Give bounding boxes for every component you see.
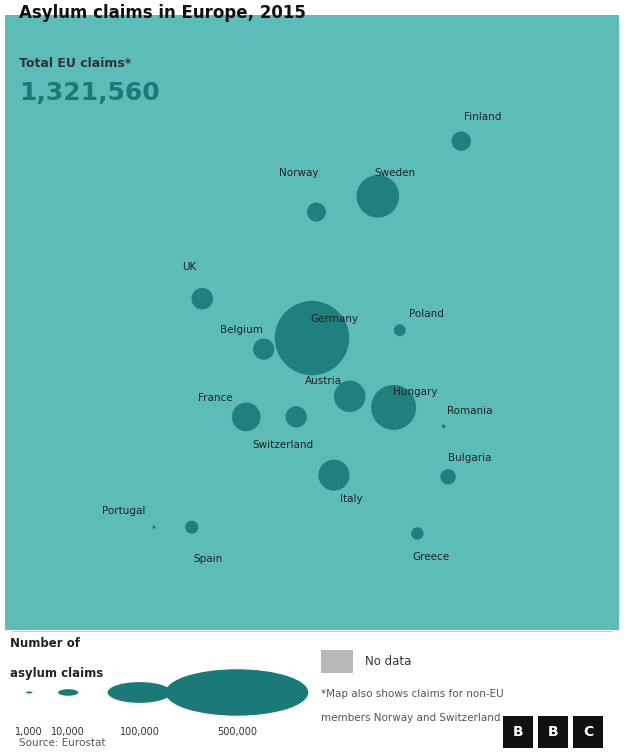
Circle shape [442, 425, 446, 428]
Circle shape [371, 385, 416, 430]
Text: B: B [548, 725, 558, 739]
Text: C: C [583, 725, 593, 739]
Text: Asylum claims in Europe, 2015: Asylum claims in Europe, 2015 [19, 4, 306, 22]
Circle shape [107, 682, 172, 703]
Text: 1,321,560: 1,321,560 [19, 81, 160, 105]
Text: Source: Eurostat: Source: Eurostat [19, 738, 105, 748]
Text: Poland: Poland [409, 309, 444, 320]
Text: 100,000: 100,000 [120, 727, 160, 737]
Text: Belgium: Belgium [220, 325, 263, 336]
Bar [504, 716, 533, 748]
Text: 1,000: 1,000 [16, 727, 43, 737]
Text: asylum claims: asylum claims [10, 667, 103, 680]
Text: Germany: Germany [310, 314, 358, 324]
Text: Austria: Austria [305, 375, 342, 385]
Text: *Map also shows claims for non-EU: *Map also shows claims for non-EU [321, 689, 504, 699]
Text: Bulgaria: Bulgaria [448, 453, 492, 463]
Bar [539, 716, 568, 748]
Text: Sweden: Sweden [375, 167, 416, 178]
Text: Hungary: Hungary [393, 387, 438, 397]
Circle shape [441, 469, 456, 484]
Circle shape [275, 301, 349, 375]
Circle shape [411, 527, 424, 540]
Text: 500,000: 500,000 [217, 727, 257, 737]
Text: France: France [198, 393, 233, 403]
Circle shape [58, 689, 78, 696]
Bar [573, 716, 603, 748]
Text: Italy: Italy [340, 494, 363, 504]
Circle shape [394, 324, 406, 336]
Circle shape [165, 670, 308, 716]
Text: Switzerland: Switzerland [253, 440, 314, 450]
Text: UK: UK [182, 262, 196, 272]
Circle shape [152, 526, 155, 529]
Circle shape [318, 460, 349, 491]
Text: Norway: Norway [279, 167, 319, 178]
Text: Total EU claims*: Total EU claims* [19, 57, 131, 69]
Text: Portugal: Portugal [102, 507, 145, 516]
Text: Greece: Greece [412, 552, 449, 562]
Bar [321, 650, 353, 673]
Circle shape [307, 203, 326, 222]
Circle shape [452, 131, 471, 151]
Circle shape [192, 288, 213, 309]
Text: Spain: Spain [193, 553, 222, 564]
Circle shape [356, 175, 399, 218]
Text: members Norway and Switzerland: members Norway and Switzerland [321, 713, 501, 722]
Circle shape [26, 691, 32, 694]
Circle shape [185, 520, 198, 534]
Circle shape [286, 406, 307, 428]
Circle shape [334, 381, 366, 412]
Text: Number of: Number of [10, 636, 80, 649]
Text: No data: No data [365, 655, 411, 668]
Text: 10,000: 10,000 [51, 727, 85, 737]
Circle shape [232, 403, 260, 431]
Circle shape [253, 339, 275, 360]
Text: B: B [513, 725, 524, 739]
Text: Romania: Romania [447, 406, 493, 415]
Text: Finland: Finland [464, 112, 502, 122]
